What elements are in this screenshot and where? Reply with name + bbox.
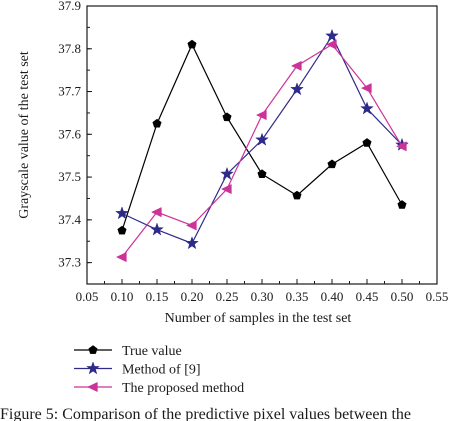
data-point [290,82,304,96]
data-point [257,169,267,178]
data-point [117,225,127,235]
data-point [327,159,337,169]
series-line [121,43,403,258]
line-chart: 0.05 0.10 0.15 0.20 0.25 0.30 0.35 0.40 0.45 0.50… [17,0,449,396]
y-axis: 37.3 37.4 37.5 37.6 37.7 37.8 37.9 [58,0,92,285]
y-tick-label: 37.6 [58,126,81,141]
series-3 [115,39,407,263]
y-tick-label: 37.4 [58,212,81,227]
legend-item: True value [74,344,182,359]
data-point [360,101,374,115]
x-axis: 0.05 0.10 0.15 0.20 0.25 0.30 0.35 0.40 0.45 0.50… [76,279,449,304]
legend-item: The proposed method [74,381,244,396]
x-tick-label: 0.35 [286,289,309,304]
data-point [185,220,197,231]
x-tick-label: 0.10 [111,289,134,304]
data-point [185,236,199,250]
y-tick-label: 37.8 [58,41,81,56]
x-tick-label: 0.25 [216,289,239,304]
data-point [325,39,337,50]
legend-marker [86,361,100,375]
y-tick-label: 37.3 [58,255,81,270]
legend-marker [88,345,98,354]
x-tick-label: 0.55 [426,289,449,304]
data-point [360,83,372,94]
data-point [362,138,372,147]
data-point [150,222,164,236]
data-point [255,109,267,121]
x-axis-label: Number of samples in the test set [165,311,352,326]
data-point [255,132,269,146]
x-tick-label: 0.40 [321,289,344,304]
data-point [152,118,162,128]
legend-label: Method of [9] [122,363,201,378]
data-point [150,207,162,218]
legend-label: The proposed method [122,381,244,396]
figure-caption: Figure 5: Comparison of the predictive p… [0,407,411,421]
data-point [222,112,232,122]
x-tick-label: 0.15 [146,289,169,304]
x-tick-label: 0.20 [181,289,204,304]
data-point [397,200,407,209]
y-tick-label: 37.7 [58,84,81,99]
y-axis-label: Grayscale value of the test set [17,51,32,219]
data-point [115,206,129,220]
data-point [220,183,232,195]
data-point [290,60,302,71]
x-tick-label: 0.45 [356,289,379,304]
series-1 [117,39,407,235]
y-tick-label: 37.9 [58,0,81,13]
data-point [220,166,234,180]
x-tick-label: 0.30 [251,289,274,304]
legend-marker [86,381,98,393]
data-point [395,141,407,152]
data-point [292,190,302,200]
plot-frame [86,5,438,285]
y-tick-label: 37.5 [58,169,81,184]
x-tick-label: 0.05 [76,289,99,304]
legend-label: True value [122,344,182,359]
data-point [325,28,339,42]
plot-area-border [86,5,438,285]
data-point [187,39,197,49]
data-point [115,251,127,263]
legend: True value Method of [9] The proposed meth… [74,344,244,396]
x-tick-label: 0.50 [391,289,414,304]
series-layer [115,28,409,263]
legend-item: Method of [9] [74,361,201,378]
